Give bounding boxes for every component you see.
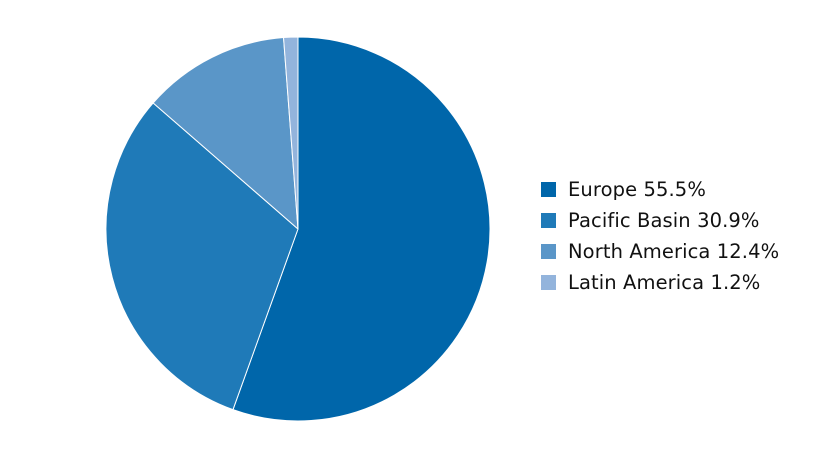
pie-slice-pacific-basin: [105, 102, 299, 411]
legend: Europe 55.5% Pacific Basin 30.9% North A…: [541, 174, 779, 298]
legend-label-pacific-basin: Pacific Basin 30.9%: [568, 209, 760, 232]
legend-swatch-europe: [541, 182, 556, 197]
legend-item-north-america: North America 12.4%: [541, 236, 779, 267]
pie-slice-europe: [232, 36, 491, 422]
legend-item-pacific-basin: Pacific Basin 30.9%: [541, 205, 779, 236]
pie-slice-north-america: [152, 37, 299, 230]
legend-item-europe: Europe 55.5%: [541, 174, 779, 205]
legend-item-latin-america: Latin America 1.2%: [541, 267, 779, 298]
legend-label-europe: Europe 55.5%: [568, 178, 706, 201]
pie-slice-latin-america: [283, 36, 299, 230]
legend-swatch-pacific-basin: [541, 213, 556, 228]
legend-swatch-north-america: [541, 244, 556, 259]
legend-swatch-latin-america: [541, 275, 556, 290]
legend-label-latin-america: Latin America 1.2%: [568, 271, 761, 294]
legend-label-north-america: North America 12.4%: [568, 240, 780, 263]
